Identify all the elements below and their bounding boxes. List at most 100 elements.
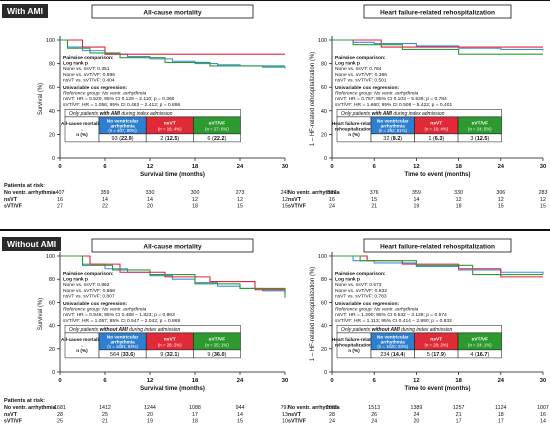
x-tick-label: 24 bbox=[237, 164, 244, 170]
y-tick-label: 20 bbox=[321, 132, 327, 138]
y-tick-label: 60 bbox=[49, 85, 55, 91]
table-caption: Only patients without AMI during index a… bbox=[341, 327, 452, 333]
stats-line: Log rank p bbox=[335, 61, 360, 67]
table-row-label: All-cause mortality bbox=[61, 337, 103, 342]
section-divider bbox=[0, 229, 550, 231]
y-tick-label: 40 bbox=[321, 324, 327, 330]
risk-value: 1412 bbox=[99, 405, 111, 411]
y-tick-label: 20 bbox=[49, 347, 55, 353]
risk-value: 18 bbox=[192, 419, 198, 425]
table-header-label: sVT/VF bbox=[209, 336, 226, 342]
risk-value: 12 bbox=[192, 197, 198, 203]
x-tick-label: 24 bbox=[498, 164, 505, 170]
y-tick-label: 80 bbox=[49, 277, 55, 283]
x-tick-label: 6 bbox=[373, 164, 377, 170]
x-tick-label: 12 bbox=[147, 378, 153, 384]
table-header-n: (n = 24; 5%) bbox=[468, 126, 492, 131]
km-curve-svt-vf bbox=[60, 39, 285, 67]
y-tick-label: 100 bbox=[46, 254, 55, 260]
km-curve-nsvt bbox=[332, 255, 543, 278]
table-header-label: arrhythmia bbox=[381, 339, 406, 344]
y-tick-label: 80 bbox=[321, 62, 327, 68]
risk-row-label: No ventr. arrhythmia bbox=[288, 190, 340, 196]
table-value: 3 (12.5) bbox=[470, 136, 489, 142]
x-tick-label: 6 bbox=[103, 378, 107, 384]
table-row-label: All-cause mortality bbox=[61, 121, 103, 126]
x-tick-label: 0 bbox=[330, 164, 333, 170]
table-caption: Only patients without AMI during index a… bbox=[69, 327, 180, 333]
table-header-label: nsVT bbox=[430, 120, 442, 126]
stats-line: None vs. sVT/VF: 0.396 bbox=[335, 72, 387, 78]
stats-line: Pairwise comparison: bbox=[335, 55, 386, 61]
table-caption: Only patients with AMI during index admi… bbox=[69, 111, 173, 117]
y-tick-label: 40 bbox=[49, 324, 55, 330]
x-axis-label: Survival time (months) bbox=[140, 172, 205, 178]
y-tick-label: 0 bbox=[52, 370, 55, 376]
x-tick-label: 30 bbox=[282, 164, 288, 170]
table-value: 234 (14.4) bbox=[380, 352, 405, 358]
risk-value: 1513 bbox=[368, 405, 380, 411]
risk-value: 12 bbox=[498, 197, 504, 203]
table-header-label: sVT/VF bbox=[472, 120, 489, 126]
stats-line: None vs. nsVT: 0.862 bbox=[63, 282, 110, 288]
risk-value: 15 bbox=[540, 204, 546, 210]
y-axis-label: 1 – HF-related rehospitalization (%) bbox=[310, 267, 316, 361]
risk-value: 14 bbox=[237, 412, 243, 418]
stats-line: None vs. nsVT: 0.351 bbox=[63, 66, 110, 72]
table-value: 9 (36.0) bbox=[207, 352, 226, 358]
x-tick-label: 18 bbox=[192, 164, 199, 170]
stats-line: Univariable cox regression: bbox=[63, 301, 128, 307]
x-tick-label: 18 bbox=[192, 378, 199, 384]
table-row-label: Heart failure-related bbox=[332, 337, 376, 342]
x-tick-label: 30 bbox=[540, 378, 546, 384]
table-row-label: rehospitalization, bbox=[335, 342, 374, 347]
risk-value: 21 bbox=[371, 204, 377, 210]
risk-value: 13 bbox=[282, 412, 288, 418]
risk-value: 24 bbox=[371, 419, 377, 425]
table-header-n: (n = 16; 4%) bbox=[425, 126, 449, 131]
top-border bbox=[0, 0, 550, 1]
table-header-label: nsVT bbox=[164, 336, 176, 342]
risk-value: 306 bbox=[496, 190, 505, 196]
table-header-label: sVT/VF bbox=[472, 336, 489, 342]
stats-line: None vs. sVT/VF: 0.868 bbox=[63, 288, 115, 294]
table-header-label: arrhythmia bbox=[110, 339, 135, 344]
x-tick-label: 0 bbox=[58, 164, 61, 170]
risk-value: 12 bbox=[282, 197, 288, 203]
risk-value: 22 bbox=[102, 204, 108, 210]
x-tick-label: 12 bbox=[147, 164, 153, 170]
panel-title-box bbox=[91, 4, 254, 19]
x-axis-label: Time to event (months) bbox=[405, 386, 471, 392]
stats-line: nsVT vs. sVT/VF: 0.501 bbox=[335, 77, 387, 83]
risk-value: 330 bbox=[454, 190, 463, 196]
table-header-n: (n = 24; 1%) bbox=[468, 342, 492, 347]
risk-value: 12 bbox=[540, 197, 546, 203]
stats-line: nsVT vs. sVT/VF: 0.807 bbox=[63, 293, 115, 299]
x-tick-label: 30 bbox=[282, 378, 288, 384]
stats-line: sVT/VF: HR = 1.056; 95% CI 0.463 – 2.412… bbox=[63, 102, 180, 108]
y-tick-label: 100 bbox=[46, 38, 55, 44]
risk-value: 14 bbox=[102, 197, 108, 203]
risk-row-label: sVT/VF bbox=[4, 419, 23, 425]
table-header-label: arrhythmia bbox=[381, 123, 406, 128]
table-value-cell bbox=[193, 133, 241, 143]
y-tick-label: 20 bbox=[49, 132, 55, 138]
stats-line: Univariable cox regression: bbox=[63, 85, 128, 91]
risk-value: 1625 bbox=[326, 405, 338, 411]
risk-value: 17 bbox=[498, 419, 504, 425]
risk-value: 16 bbox=[329, 197, 335, 203]
risk-value: 18 bbox=[498, 412, 504, 418]
panel-title-box bbox=[91, 238, 254, 253]
risk-value: 24 bbox=[413, 412, 419, 418]
stats-line: Pairwise comparison: bbox=[335, 271, 386, 277]
y-tick-label: 80 bbox=[49, 62, 55, 68]
stats-line: None vs. sVT/VF: 0.896 bbox=[63, 72, 115, 78]
risk-value: 407 bbox=[56, 190, 65, 196]
y-axis-label: Survival (%) bbox=[38, 298, 44, 330]
risk-value: 16 bbox=[57, 197, 63, 203]
x-tick-label: 30 bbox=[540, 164, 546, 170]
risk-value: 14 bbox=[413, 197, 419, 203]
risk-value: 944 bbox=[236, 405, 245, 411]
table-value: 564 (33.6) bbox=[110, 352, 135, 358]
x-tick-label: 6 bbox=[103, 164, 107, 170]
